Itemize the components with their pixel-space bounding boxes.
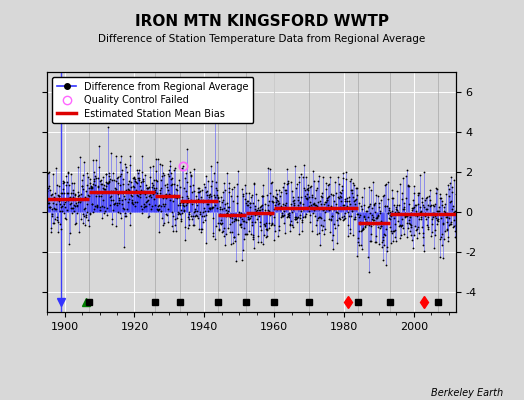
Text: IRON MTN KINGSFORD WWTP: IRON MTN KINGSFORD WWTP	[135, 14, 389, 29]
Text: Berkeley Earth: Berkeley Earth	[431, 388, 503, 398]
Text: Difference of Station Temperature Data from Regional Average: Difference of Station Temperature Data f…	[99, 34, 425, 44]
